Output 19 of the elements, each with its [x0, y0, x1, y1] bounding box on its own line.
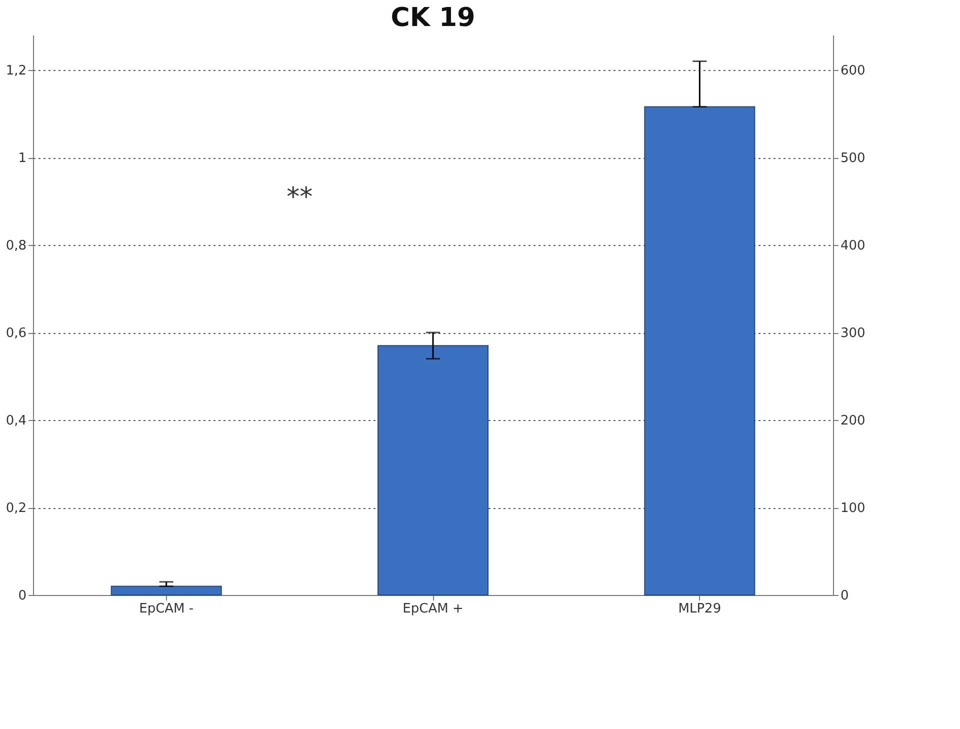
x-tick-label: EpCAM -	[139, 602, 194, 616]
y2-tick-label: 500	[840, 151, 866, 166]
y2-tick-label: 0	[840, 588, 849, 604]
y-tick-label: 0,2	[6, 501, 26, 516]
y2-tick-label: 300	[840, 326, 866, 341]
x-tick-label: MLP29	[678, 602, 722, 616]
y-tick-label: 0	[18, 588, 26, 604]
y-tick-label: 0,6	[6, 326, 26, 341]
y-tick-label: 0,8	[6, 238, 26, 254]
y2-tick-label: 400	[840, 238, 866, 254]
x-tick-label: EpCAM +	[402, 602, 464, 616]
chart-title: CK 19	[390, 3, 476, 33]
y-tick-label: 1,2	[6, 64, 26, 78]
y2-tick-label: 600	[840, 64, 866, 78]
y2-tick-label: 100	[840, 501, 866, 516]
y-tick-label: 1	[18, 151, 26, 166]
y2-tick-label: 200	[840, 414, 866, 428]
annotation: **	[286, 182, 313, 212]
y-tick-label: 0,4	[6, 414, 26, 428]
